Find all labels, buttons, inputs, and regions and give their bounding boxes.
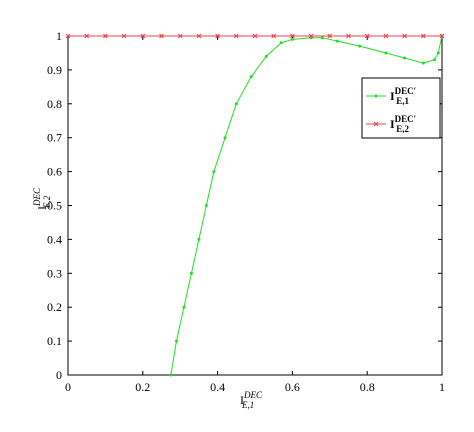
y-tick-label: 0.5: [47, 199, 62, 213]
y-tick-label: 0.6: [47, 165, 62, 179]
legend-box: [361, 77, 441, 139]
y-tick-label: 0: [56, 368, 62, 382]
label-sub: E,2: [42, 195, 52, 209]
legend-label: IDEC′ E,2: [390, 114, 416, 134]
y-tick-label: 0.3: [47, 266, 62, 280]
point: [384, 51, 388, 55]
point: [182, 305, 186, 309]
point: [436, 51, 440, 55]
point: [327, 33, 333, 39]
x-axis-label: IDEC E,1: [240, 390, 263, 410]
y-tick-label: 0.4: [47, 232, 62, 246]
point: [223, 136, 227, 140]
point: [252, 33, 258, 39]
label-sub: E,2: [396, 124, 409, 134]
point: [196, 33, 202, 39]
legend-label: IDEC′ E,1: [390, 86, 416, 106]
label-base: I: [390, 89, 395, 103]
point: [402, 33, 407, 39]
point: [159, 33, 164, 39]
point: [103, 33, 108, 39]
point: [439, 33, 445, 39]
point: [433, 58, 437, 62]
point: [65, 33, 71, 39]
point: [320, 36, 324, 40]
y-axis-label: IDECE,2: [32, 187, 52, 210]
point: [204, 204, 208, 207]
x-tick-label: 0: [65, 380, 71, 394]
point: [121, 33, 127, 39]
point: [421, 61, 425, 65]
point: [169, 373, 173, 377]
label-sup: DEC: [32, 187, 42, 207]
point: [197, 237, 201, 241]
y-tick-label: 0.9: [47, 63, 62, 77]
label-sup: DEC′: [395, 86, 417, 96]
point: [335, 39, 339, 43]
legend-marker: [373, 121, 379, 127]
point: [364, 33, 370, 39]
point: [215, 33, 220, 39]
point: [346, 33, 351, 39]
label-base: I: [390, 117, 395, 131]
point: [233, 33, 239, 39]
x-tick-label: 0.2: [135, 380, 150, 394]
point: [271, 33, 277, 39]
y-tick-label: 0.2: [47, 300, 62, 314]
y-tick-label: 0.1: [47, 334, 62, 348]
label-sub: E,1: [396, 96, 409, 106]
y-tick-label: 0.8: [47, 97, 62, 111]
label-sub: E,1: [241, 400, 254, 410]
point: [174, 339, 178, 343]
x-tick-label: 1: [439, 380, 445, 394]
point: [140, 33, 146, 39]
label-sup: DEC′: [395, 114, 417, 124]
point: [264, 54, 268, 58]
label-base: I: [35, 206, 49, 210]
y-tick-label: 1: [56, 29, 62, 43]
label-base: I: [240, 393, 244, 407]
point: [84, 33, 90, 39]
point: [403, 56, 407, 60]
y-tick-label: 0.7: [47, 131, 62, 145]
point: [189, 271, 193, 275]
legend-marker: [374, 94, 378, 98]
label-sup: DEC: [243, 390, 263, 400]
point: [249, 75, 253, 79]
point: [290, 33, 295, 39]
point: [308, 33, 314, 39]
point: [212, 170, 216, 174]
point: [290, 37, 294, 41]
point: [358, 44, 362, 48]
point: [279, 41, 283, 45]
x-tick-label: 0.8: [360, 380, 375, 394]
point: [177, 33, 183, 39]
point: [420, 33, 426, 39]
point: [234, 102, 238, 106]
x-tick-label: 0.6: [285, 380, 300, 394]
point: [383, 33, 389, 39]
x-tick-label: 0.4: [210, 380, 225, 394]
